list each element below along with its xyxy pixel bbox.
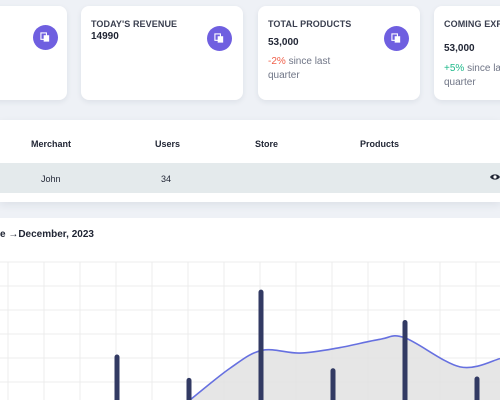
bar-1[interactable] — [186, 377, 192, 400]
column-header-store: Store — [255, 139, 279, 149]
column-header-merchant: Merchant — [31, 139, 72, 149]
bar-5[interactable] — [474, 376, 480, 400]
bar-3[interactable] — [330, 368, 336, 400]
bar-2[interactable] — [258, 289, 264, 400]
stat-title: COMING EXPIRY MERCHANT — [444, 19, 500, 29]
copy-icon — [391, 33, 401, 43]
stat-icon-products — [384, 26, 409, 51]
chart-panel: e →December, 2023 — [0, 218, 500, 400]
bar-0[interactable] — [114, 354, 120, 400]
cell-merchant: John — [41, 174, 61, 184]
merchant-table: Merchant Users Store Products John 34 — [0, 120, 500, 202]
chart-title: e →December, 2023 — [0, 229, 94, 240]
stat-title: TOTAL PRODUCTS — [268, 19, 352, 29]
cell-users: 34 — [161, 174, 172, 184]
line-series — [189, 335, 500, 400]
stat-change-value: +5% — [444, 63, 465, 74]
stat-change-text: since last quarter — [268, 56, 331, 81]
chart — [0, 261, 500, 400]
stat-title: TODAY'S REVENUE — [91, 19, 178, 29]
bar-4[interactable] — [402, 319, 408, 400]
stat-value: 53,000 — [444, 43, 475, 54]
table-row: John 34 — [0, 163, 500, 193]
stat-value: 53,000 — [268, 37, 299, 48]
stat-card-expiry: COMING EXPIRY MERCHANT 53,000 +5% since … — [434, 6, 500, 100]
stat-card-products: TOTAL PRODUCTS 53,000 -2% since last qua… — [258, 6, 420, 100]
eye-icon[interactable] — [490, 172, 500, 182]
column-header-users: Users — [155, 139, 181, 149]
stat-value: 14990 — [91, 31, 119, 42]
stat-change: +5% since last quarter — [444, 62, 500, 90]
stat-change-text: since last quarter — [444, 63, 500, 88]
stat-card-revenue: TODAY'S REVENUE 14990 — [81, 6, 243, 100]
line-series-area — [190, 335, 500, 400]
column-header-products: Products — [360, 139, 400, 149]
stat-card-partial — [0, 6, 67, 100]
stat-icon-revenue — [207, 26, 232, 51]
copy-icon — [40, 32, 50, 42]
copy-icon — [214, 33, 224, 43]
stat-icon-0 — [33, 25, 58, 50]
stat-change-value: -2% — [268, 56, 286, 67]
stat-change: -2% since last quarter — [268, 55, 348, 83]
